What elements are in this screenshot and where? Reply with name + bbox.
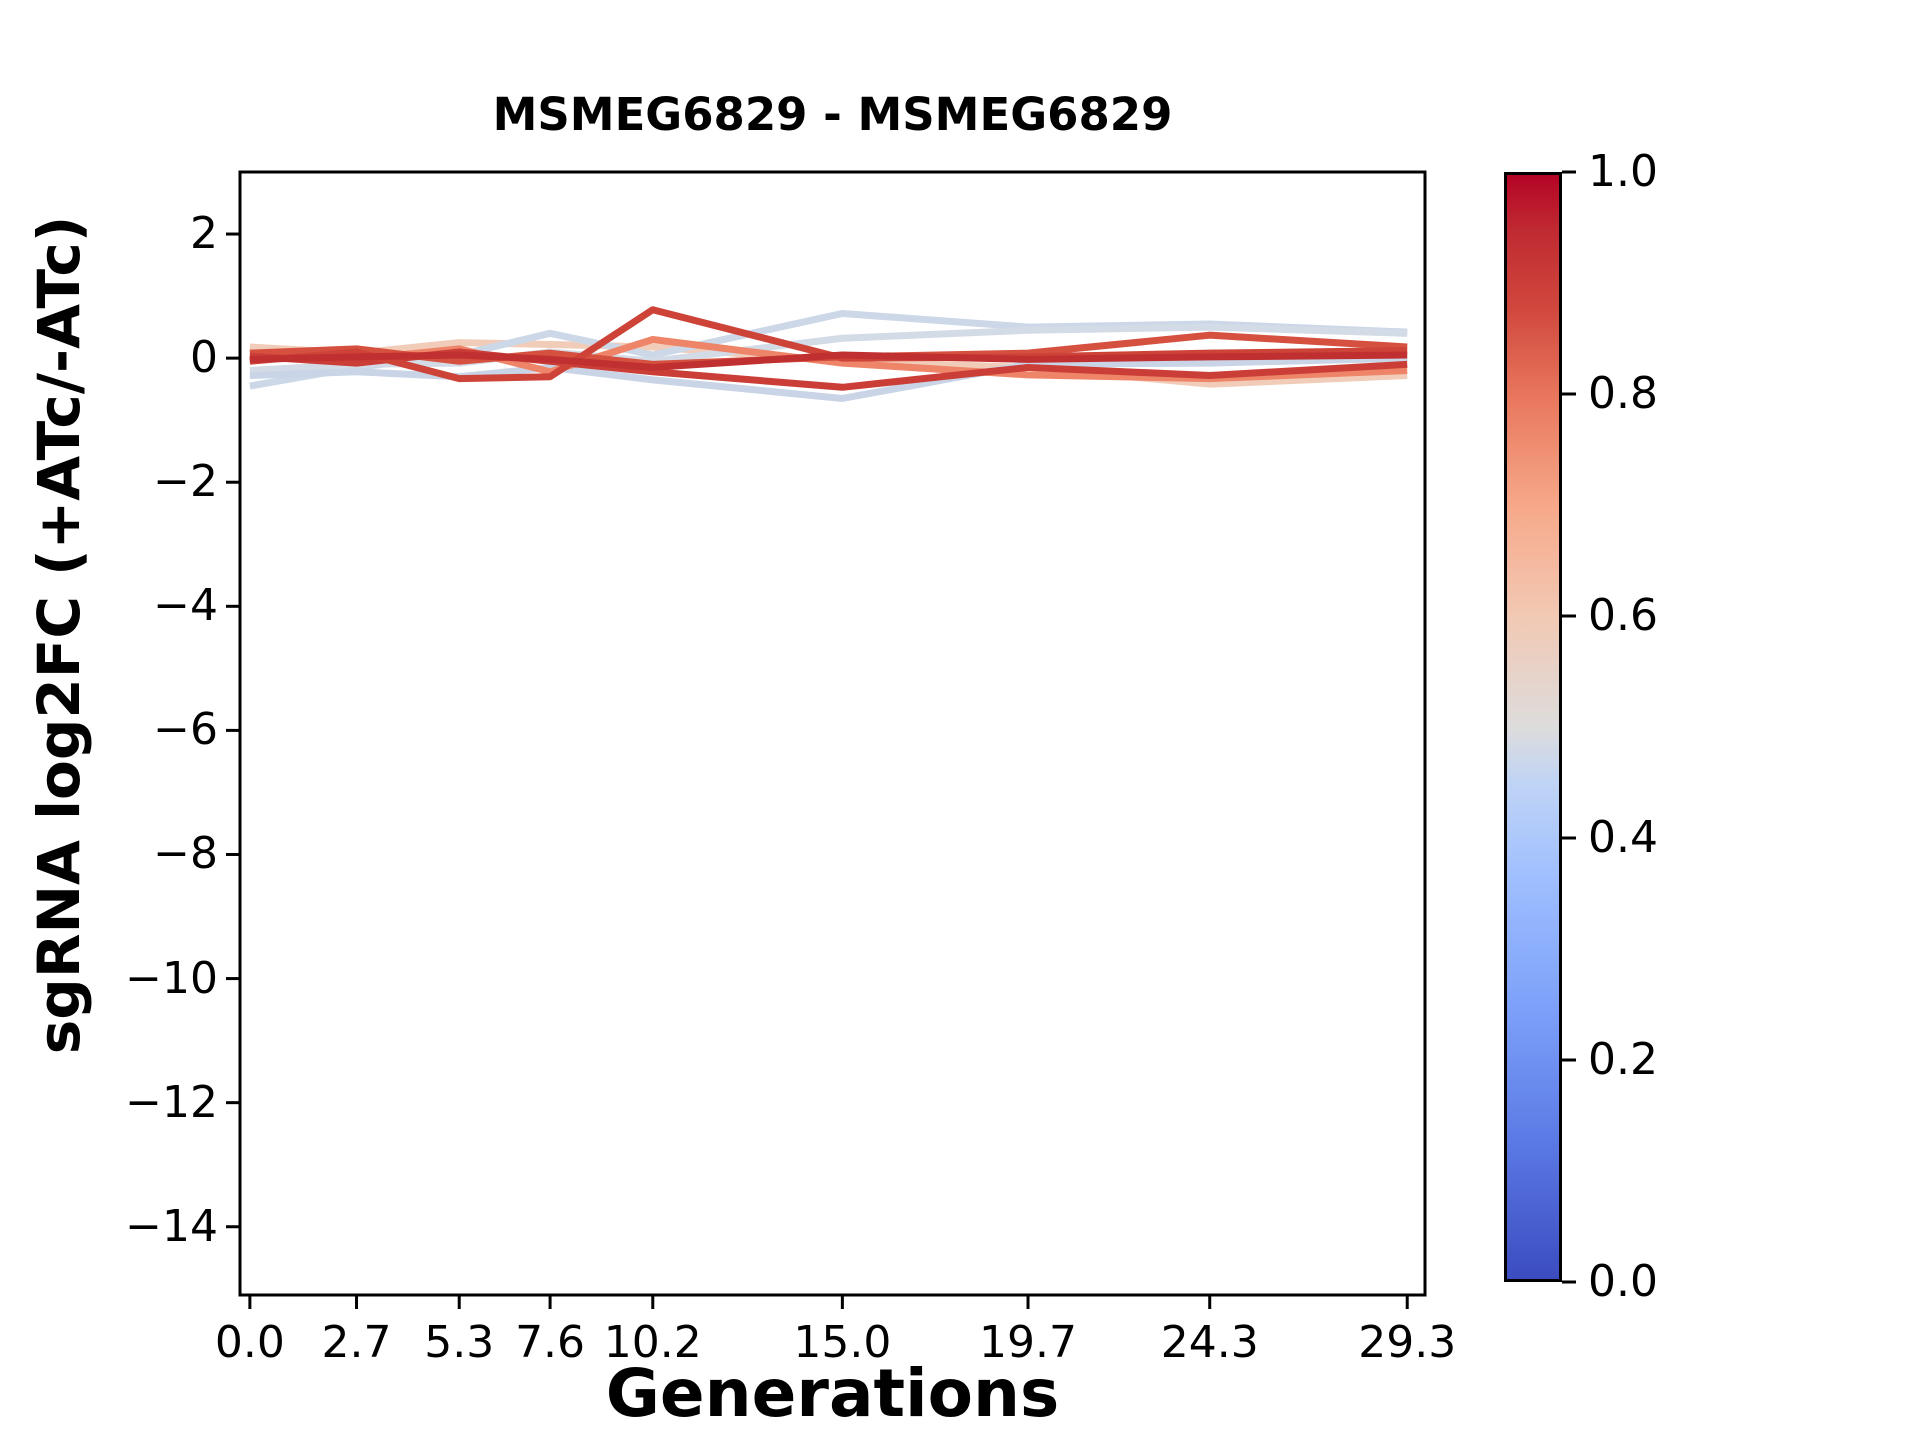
colorbar-tick-label: 0.6 xyxy=(1588,590,1658,641)
y-tick-label: −2 xyxy=(153,456,218,508)
y-tick-label: −14 xyxy=(125,1200,218,1252)
x-tick-label: 15.0 xyxy=(793,1317,892,1368)
x-tick-label: 10.2 xyxy=(603,1317,702,1368)
x-tick-label: 0.0 xyxy=(214,1317,285,1368)
y-tick-label: 2 xyxy=(190,208,218,260)
colorbar-tick-label: 0.4 xyxy=(1588,812,1658,863)
y-tick-label: −10 xyxy=(125,952,218,1004)
y-tick-label: −12 xyxy=(125,1076,218,1128)
x-tick-label: 5.3 xyxy=(424,1317,495,1368)
colorbar-tick-label: 0.0 xyxy=(1588,1256,1658,1307)
x-tick-label: 29.3 xyxy=(1358,1317,1457,1368)
x-tick-label: 2.7 xyxy=(321,1317,392,1368)
plot-title: MSMEG6829 - MSMEG6829 xyxy=(492,88,1173,141)
colorbar xyxy=(1504,172,1562,1282)
x-tick-label: 24.3 xyxy=(1160,1317,1259,1368)
axes-frame xyxy=(238,170,1427,1297)
y-tick-label: −8 xyxy=(153,828,218,880)
colorbar-tick-label: 0.2 xyxy=(1588,1034,1658,1085)
series-line-4 xyxy=(249,354,1408,402)
x-tick-label: 7.6 xyxy=(515,1317,586,1368)
x-tick-label: 19.7 xyxy=(979,1317,1077,1368)
y-tick-label: −4 xyxy=(153,580,218,632)
y-tick-label: −6 xyxy=(153,704,218,756)
colorbar-tick-label: 1.0 xyxy=(1588,146,1658,197)
series-line-9 xyxy=(249,351,1408,371)
y-tick-label: 0 xyxy=(190,332,218,384)
x-axis-label: Generations xyxy=(605,1355,1060,1432)
colorbar-tick-label: 0.8 xyxy=(1588,368,1658,419)
